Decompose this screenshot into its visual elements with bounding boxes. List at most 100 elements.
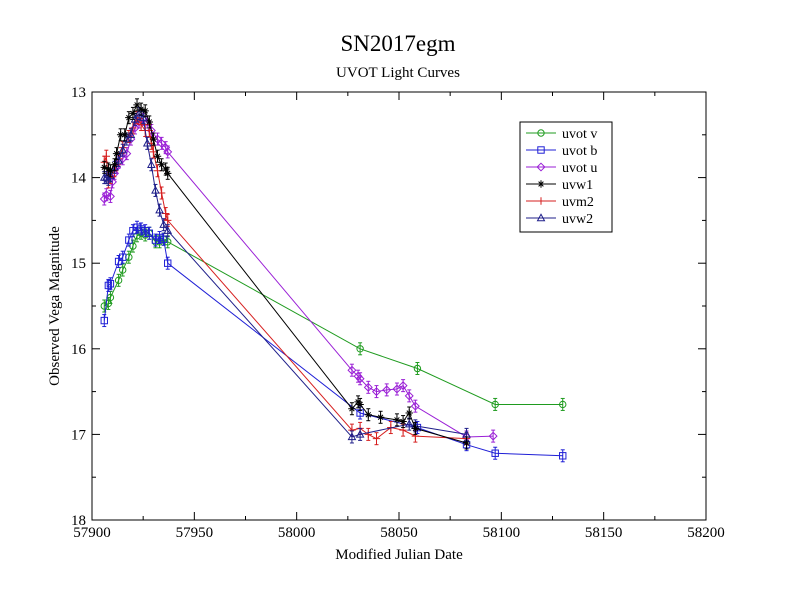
data-point bbox=[364, 430, 372, 439]
data-point bbox=[129, 109, 137, 118]
data-point bbox=[122, 149, 132, 159]
data-point bbox=[161, 209, 170, 218]
legend-entry: uvot b bbox=[526, 144, 597, 159]
legend-entry: uvw2 bbox=[526, 212, 593, 227]
data-point bbox=[141, 107, 149, 115]
data-point bbox=[559, 452, 567, 460]
data-point bbox=[491, 449, 499, 457]
x-tick-label: 58050 bbox=[380, 525, 418, 541]
data-point bbox=[121, 131, 129, 139]
series-layer bbox=[99, 98, 567, 463]
legend: uvot v uvot b uvot u uvw1 uvm2 uvw2 bbox=[519, 121, 613, 233]
series-uvw1 bbox=[100, 98, 471, 450]
data-point bbox=[356, 400, 364, 409]
data-point bbox=[161, 165, 170, 173]
data-point bbox=[125, 236, 133, 244]
data-point bbox=[376, 413, 385, 421]
chart-subtitle: UVOT Light Curves bbox=[336, 65, 460, 81]
data-point bbox=[112, 149, 121, 158]
series-uvot-v bbox=[100, 226, 567, 411]
data-point bbox=[149, 135, 158, 143]
data-point bbox=[491, 400, 499, 409]
legend-box bbox=[519, 121, 613, 233]
y-axis-label: Observed Vega Magnitude bbox=[47, 226, 63, 386]
data-point bbox=[106, 280, 115, 288]
data-point bbox=[411, 424, 420, 433]
data-point bbox=[163, 225, 173, 234]
legend-label: uvot v bbox=[562, 127, 597, 142]
x-tick-label: 58000 bbox=[278, 525, 316, 541]
data-point bbox=[101, 190, 111, 200]
legend-label: uvot b bbox=[562, 144, 597, 159]
data-point bbox=[364, 411, 372, 419]
data-point bbox=[147, 160, 156, 168]
data-point bbox=[133, 101, 141, 109]
data-point bbox=[105, 191, 115, 201]
data-point bbox=[145, 229, 154, 237]
legend-entry: uvot v bbox=[526, 127, 597, 142]
data-point bbox=[392, 384, 402, 394]
data-point bbox=[100, 316, 108, 325]
data-point bbox=[164, 216, 172, 225]
series-line bbox=[103, 118, 494, 438]
data-point bbox=[104, 281, 113, 290]
data-point bbox=[106, 167, 115, 175]
data-point bbox=[410, 401, 420, 411]
plot-area-frame bbox=[91, 91, 707, 521]
data-point bbox=[398, 381, 408, 391]
legend-label: uvw2 bbox=[562, 212, 593, 227]
data-point bbox=[536, 213, 546, 222]
data-point bbox=[355, 374, 365, 384]
x-tick-label: 58150 bbox=[585, 525, 623, 541]
data-point bbox=[126, 130, 136, 138]
data-point bbox=[151, 185, 160, 194]
data-point bbox=[355, 429, 365, 438]
data-point bbox=[137, 105, 145, 113]
series-uvot-b bbox=[100, 220, 567, 463]
data-point bbox=[372, 434, 381, 443]
x-tick-label: 58100 bbox=[483, 525, 521, 541]
data-point bbox=[399, 417, 407, 426]
y-tick-label: 16 bbox=[71, 342, 87, 358]
data-point bbox=[413, 364, 422, 373]
x-axis-ticks: 57900 57950 58000 58050 58100 58150 58200 bbox=[73, 92, 725, 541]
data-point bbox=[462, 439, 471, 447]
data-point bbox=[405, 409, 413, 417]
series-line bbox=[104, 232, 563, 405]
y-axis-ticks: 13 14 15 16 17 18 bbox=[71, 85, 706, 529]
data-point bbox=[163, 147, 173, 157]
data-point bbox=[382, 385, 392, 395]
data-point bbox=[537, 146, 545, 154]
legend-entry: uvm2 bbox=[526, 195, 594, 210]
data-point bbox=[151, 236, 160, 244]
data-point bbox=[133, 223, 141, 231]
data-point bbox=[347, 432, 357, 441]
data-point bbox=[102, 152, 111, 160]
data-point bbox=[142, 138, 152, 147]
data-point bbox=[118, 145, 128, 154]
data-point bbox=[137, 225, 145, 233]
data-point bbox=[537, 180, 545, 188]
data-point bbox=[119, 253, 127, 261]
legend-label: uvot u bbox=[562, 161, 597, 176]
legend-entry: uvw1 bbox=[526, 178, 593, 193]
data-point bbox=[114, 257, 123, 266]
data-point bbox=[100, 302, 108, 310]
data-point bbox=[119, 266, 127, 274]
data-point bbox=[537, 129, 545, 137]
data-point bbox=[149, 148, 158, 156]
data-point bbox=[159, 219, 168, 228]
data-point bbox=[488, 431, 498, 441]
y-tick-label: 17 bbox=[71, 427, 87, 443]
y-tick-label: 15 bbox=[71, 256, 86, 272]
x-axis-label: Modified Julian Date bbox=[335, 547, 463, 563]
data-point bbox=[155, 205, 164, 214]
data-point bbox=[114, 276, 123, 285]
data-point bbox=[347, 365, 357, 375]
y-tick-label: 14 bbox=[71, 171, 87, 187]
data-point bbox=[110, 161, 119, 169]
series-uvm2 bbox=[100, 111, 471, 446]
data-point bbox=[125, 113, 133, 122]
data-point bbox=[164, 259, 172, 267]
